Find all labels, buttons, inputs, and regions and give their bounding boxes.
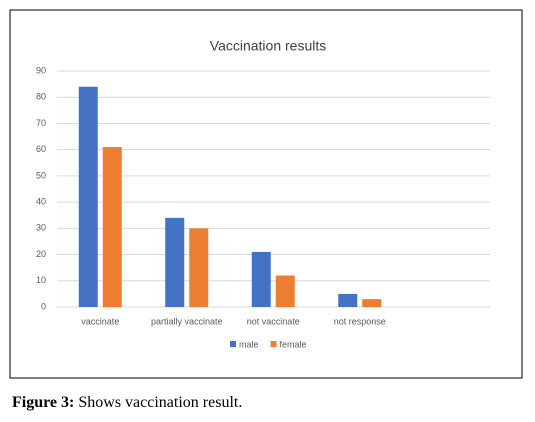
bar: [78, 86, 98, 307]
bar: [251, 251, 271, 307]
y-tick-label: 90: [36, 65, 46, 75]
y-tick-label: 40: [36, 196, 46, 206]
y-tick-label: 50: [36, 170, 46, 180]
y-tick-label: 30: [36, 223, 46, 233]
chart: Vaccination results 0 10 20 30 40 50 60 70 80 90 v…: [9, 9, 523, 379]
x-tick-label: not vaccinate: [247, 316, 300, 326]
caption-label: Figure 3:: [12, 394, 75, 411]
caption: Figure 3: Shows vaccination result.: [12, 394, 242, 412]
legend-label: female: [280, 339, 307, 349]
y-tick-label: 70: [36, 118, 46, 128]
y-tick-label: 80: [36, 92, 46, 102]
bar: [165, 217, 185, 307]
x-tick-label: partially vaccinate: [151, 316, 223, 326]
bar: [362, 299, 382, 307]
bar: [275, 275, 295, 307]
chart-title: Vaccination results: [210, 38, 326, 54]
legend-swatch: [230, 341, 236, 347]
bar: [338, 293, 358, 307]
caption-text: Shows vaccination result.: [78, 394, 243, 411]
legend-swatch: [270, 341, 277, 347]
y-tick-label: 0: [41, 301, 46, 311]
x-tick-label: not response: [334, 316, 386, 326]
bar: [102, 147, 122, 307]
bar: [189, 228, 209, 307]
x-tick-label: vaccinate: [81, 316, 119, 326]
y-tick-label: 10: [36, 275, 46, 285]
y-tick-label: 20: [36, 249, 46, 259]
y-tick-label: 60: [36, 144, 46, 154]
legend-label: male: [239, 339, 259, 349]
